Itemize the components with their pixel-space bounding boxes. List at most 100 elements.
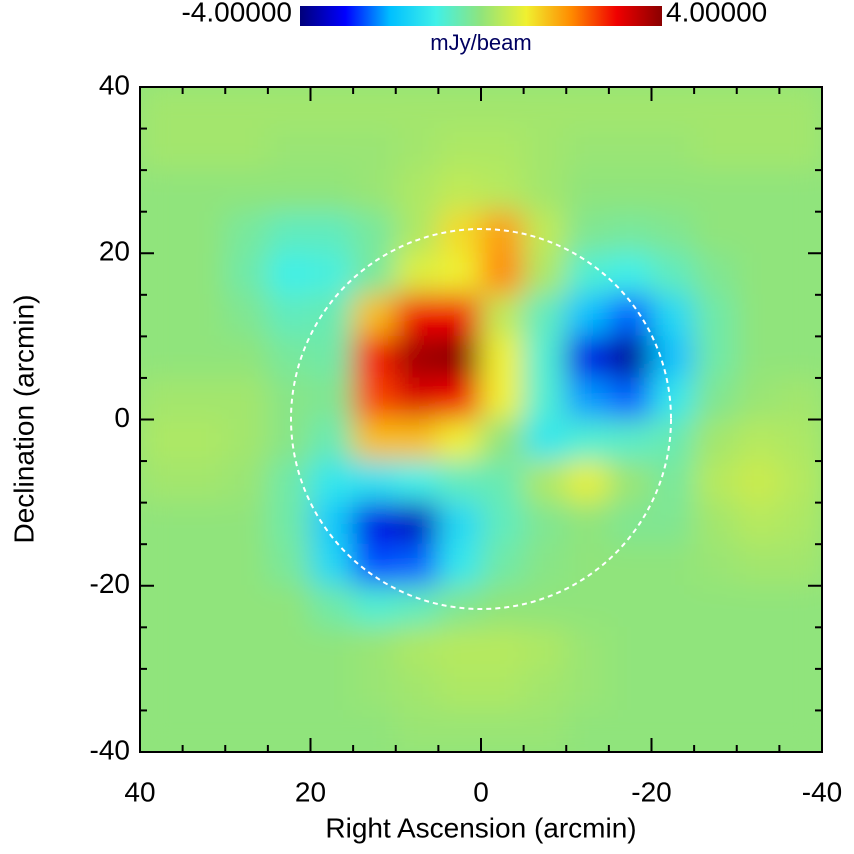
heatmap-cell [224, 87, 269, 130]
heatmap-cell [736, 668, 780, 711]
heatmap-cell [140, 626, 184, 670]
heatmap-cell [224, 626, 269, 670]
heatmap-cell [437, 294, 482, 337]
heatmap-cell [395, 87, 439, 130]
heatmap-cell [480, 252, 525, 296]
heatmap-cell [693, 128, 738, 171]
heatmap-cell [267, 585, 311, 628]
heatmap-cell [182, 460, 226, 504]
heatmap-cell [778, 502, 822, 545]
heatmap-cell [778, 585, 822, 628]
heatmap-cell [182, 626, 226, 670]
y-tick-label: 0 [114, 402, 130, 433]
heatmap-cell [140, 460, 184, 504]
heatmap-cell [352, 87, 397, 130]
heatmap-cell [310, 419, 354, 462]
heatmap-cell [395, 169, 439, 213]
x-tick-label: 20 [295, 776, 326, 807]
heatmap-cell [736, 502, 780, 545]
heatmap-cell [182, 252, 226, 296]
heatmap-cell [352, 502, 397, 545]
heatmap-cell [693, 419, 738, 462]
heatmap-cell [395, 128, 439, 171]
heatmap-cell [224, 169, 269, 213]
heatmap-cell [651, 252, 695, 296]
y-tick-label: -20 [90, 568, 130, 599]
heatmap-cell [395, 419, 439, 462]
heatmap-cell [565, 128, 610, 171]
heatmap-cell [693, 294, 738, 337]
y-axis-title: Declination (arcmin) [8, 295, 39, 544]
heatmap-cell [565, 252, 610, 296]
heatmap-cell [651, 585, 695, 628]
heatmap-cell [140, 128, 184, 171]
heatmap-cell [565, 335, 610, 379]
heatmap-cell [778, 169, 822, 213]
heatmap-cell [608, 211, 652, 254]
heatmap-cell [395, 335, 439, 379]
heatmap-cell [693, 668, 738, 711]
heatmap-cell [437, 668, 482, 711]
heatmap-cell [778, 419, 822, 462]
heatmap-cell [267, 335, 311, 379]
heatmap-cell [565, 87, 610, 130]
heatmap-cell [267, 460, 311, 504]
heatmap-cell [480, 419, 525, 462]
heatmap-cell [224, 377, 269, 420]
heatmap-cell [565, 626, 610, 670]
heatmap-cell [693, 543, 738, 587]
heatmap-cell [693, 377, 738, 420]
heatmap-cell [778, 543, 822, 587]
heatmap-cell [608, 335, 652, 379]
heatmap-cell [693, 502, 738, 545]
heatmap-cell [395, 252, 439, 296]
heatmap-cell [182, 502, 226, 545]
heatmap-cell [352, 128, 397, 171]
heatmap-cell [693, 626, 738, 670]
heatmap-cell [352, 335, 397, 379]
heatmap-cell [352, 377, 397, 420]
heatmap-cell [523, 335, 567, 379]
heatmap-cell [565, 460, 610, 504]
colorbar-tick-label: 4.00000 [666, 0, 767, 27]
colorbar-tick-label: -4.00000 [181, 0, 292, 27]
heatmap-cell [608, 585, 652, 628]
heatmap-cell [310, 377, 354, 420]
heatmap-cell [736, 128, 780, 171]
heatmap-cell [736, 169, 780, 213]
heatmap-cell [140, 169, 184, 213]
heatmap-cell [310, 87, 354, 130]
heatmap-cell [267, 668, 311, 711]
heatmap-cell [310, 585, 354, 628]
heatmap-cell [224, 543, 269, 587]
heatmap-cell [480, 585, 525, 628]
heatmap-cell [182, 169, 226, 213]
heatmap-cell [736, 87, 780, 130]
heatmap-cell [140, 377, 184, 420]
heatmap-cell [778, 460, 822, 504]
heatmap-cell [693, 335, 738, 379]
heatmap-cell [651, 335, 695, 379]
y-tick-label: -40 [90, 734, 130, 765]
heatmap-cell [140, 87, 184, 130]
heatmap-cell [352, 169, 397, 213]
heatmap-cell [182, 128, 226, 171]
heatmap-cell [608, 460, 652, 504]
heatmap-cell [352, 709, 397, 752]
heatmap-cell [608, 709, 652, 752]
heatmap-cell [651, 502, 695, 545]
heatmap-cell [224, 335, 269, 379]
heatmap-cell [437, 252, 482, 296]
heatmap-cell [310, 543, 354, 587]
heatmap-cell [437, 626, 482, 670]
heatmap-cell [140, 419, 184, 462]
heatmap-cell [651, 211, 695, 254]
heatmap-cell [778, 626, 822, 670]
heatmap-cell [395, 294, 439, 337]
heatmap-cell [778, 252, 822, 296]
heatmap-cell [608, 252, 652, 296]
heatmap-cell [736, 709, 780, 752]
x-tick-label: 40 [124, 776, 155, 807]
